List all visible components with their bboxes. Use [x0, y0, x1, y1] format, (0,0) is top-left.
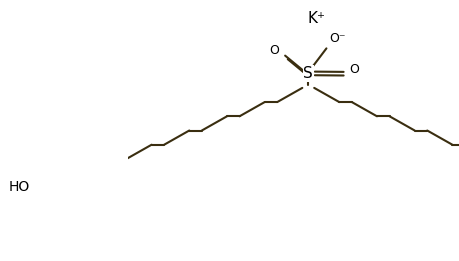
Text: O: O [349, 63, 358, 76]
Text: O⁻: O⁻ [329, 32, 346, 45]
Text: K⁺: K⁺ [307, 11, 325, 26]
Text: HO: HO [9, 180, 30, 194]
Text: S: S [303, 66, 313, 81]
Text: O: O [269, 44, 279, 57]
